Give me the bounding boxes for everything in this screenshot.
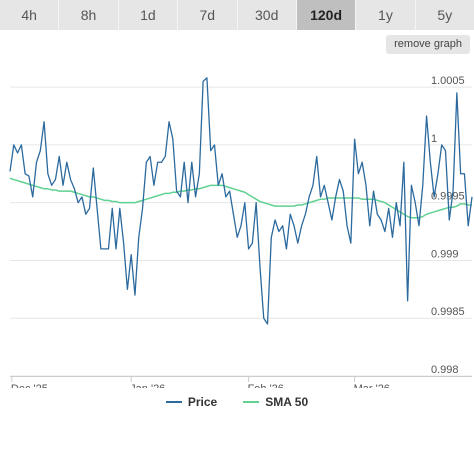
legend-swatch-price [165, 401, 182, 403]
range-tab-30d[interactable]: 30d [237, 0, 297, 30]
y-tick-label: 0.9985 [431, 306, 465, 318]
price-line [9, 77, 473, 325]
y-tick-label: 0.998 [431, 364, 459, 376]
range-tab-4h[interactable]: 4h [0, 0, 60, 30]
remove-graph-button[interactable]: remove graph [386, 35, 470, 54]
range-tab-120d[interactable]: 120d [296, 0, 357, 30]
legend-label-sma: SMA 50 [265, 395, 309, 409]
chart-legend: Price SMA 50 [0, 392, 474, 412]
range-tab-1y[interactable]: 1y [356, 0, 416, 30]
x-tick-label: Jan '26 [130, 383, 165, 388]
y-tick-label: 0.999 [431, 248, 459, 260]
x-tick-label: Dec '25 [11, 383, 48, 388]
legend-swatch-sma [243, 401, 260, 403]
range-tab-7d[interactable]: 7d [178, 0, 238, 30]
range-tab-5y[interactable]: 5y [415, 0, 474, 30]
legend-item-sma[interactable]: SMA 50 [243, 392, 308, 412]
legend-item-price[interactable]: Price [165, 392, 218, 412]
time-range-selector: 4h 8h 1d 7d 30d 120d 1y 5y [0, 0, 474, 30]
x-tick-label: Feb '26 [248, 383, 284, 388]
range-tab-8h[interactable]: 8h [59, 0, 119, 30]
legend-label-price: Price [187, 395, 218, 409]
y-tick-label: 1 [431, 133, 437, 145]
y-tick-label: 1.0005 [431, 75, 465, 87]
range-tab-1d[interactable]: 1d [118, 0, 179, 30]
x-tick-label: Mar '26 [354, 383, 390, 388]
